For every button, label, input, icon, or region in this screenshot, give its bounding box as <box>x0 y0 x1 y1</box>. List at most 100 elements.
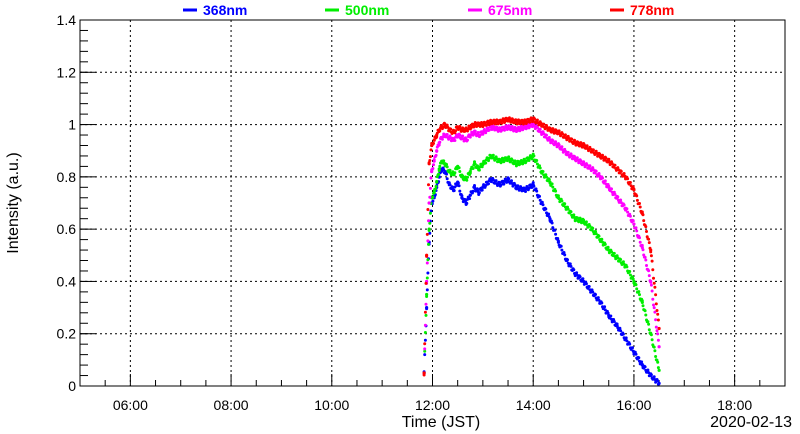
data-point-778nm <box>437 128 441 132</box>
y-tick-label: 0.2 <box>57 326 77 342</box>
data-point-675nm <box>581 162 586 166</box>
y-axis-title: Intensity (a.u.) <box>5 152 22 253</box>
data-point-675nm <box>427 201 431 205</box>
data-point-368nm <box>565 258 569 263</box>
data-point-675nm <box>477 133 481 137</box>
data-point-675nm <box>632 222 636 226</box>
data-point-778nm <box>440 125 444 129</box>
data-point-778nm <box>460 128 464 132</box>
data-point-500nm <box>435 180 439 184</box>
data-point-368nm <box>531 183 535 187</box>
data-point-778nm <box>607 159 611 163</box>
data-point-675nm <box>440 136 444 140</box>
data-point-675nm <box>443 133 447 137</box>
data-point-500nm <box>447 170 451 174</box>
data-point-778nm <box>430 143 434 148</box>
data-point-778nm <box>623 175 628 179</box>
data-point-368nm <box>456 180 460 184</box>
plot-frame <box>79 19 786 387</box>
data-point-778nm <box>432 138 436 142</box>
legend-label: 778nm <box>630 2 674 18</box>
data-point-675nm <box>640 245 644 250</box>
data-point-675nm <box>506 125 510 129</box>
x-tick-label: 06:00 <box>113 397 148 413</box>
data-point-675nm <box>456 133 460 137</box>
data-point-675nm <box>432 159 436 163</box>
data-point-675nm <box>623 206 628 210</box>
data-point-368nm <box>460 196 464 200</box>
data-point-675nm <box>481 130 485 135</box>
data-point-500nm <box>565 206 569 210</box>
data-point-500nm <box>437 167 441 171</box>
data-point-675nm <box>531 122 535 127</box>
y-tick-label: 1 <box>68 117 76 133</box>
y-tick-label: 0.6 <box>57 221 77 237</box>
data-point-778nm <box>565 136 569 140</box>
data-point-500nm <box>464 177 468 182</box>
data-point-675nm <box>472 130 477 135</box>
data-point-500nm <box>456 164 460 168</box>
data-point-500nm <box>640 300 644 304</box>
data-point-778nm <box>435 133 439 137</box>
data-point-778nm <box>581 143 586 148</box>
data-point-368nm <box>464 201 468 205</box>
data-point-778nm <box>590 149 594 153</box>
data-point-675nm <box>451 138 456 142</box>
data-point-778nm <box>523 120 527 124</box>
y-tick-label: 1.2 <box>57 64 77 80</box>
data-point-368nm <box>506 177 510 182</box>
data-point-368nm <box>489 177 493 182</box>
data-point-500nm <box>540 170 544 174</box>
data-point-368nm <box>632 350 636 354</box>
data-point-500nm <box>440 159 444 163</box>
tick-labels: 06:00 08:00 10:00 12:00 14:00 16:00 18:00 0 0.2 0… <box>57 12 753 413</box>
data-point-778nm <box>468 125 472 129</box>
data-point-500nm <box>590 227 594 231</box>
data-point-675nm <box>514 128 519 132</box>
data-point-500nm <box>649 332 653 336</box>
data-point-675nm <box>556 143 560 148</box>
series-778nm <box>422 116 661 377</box>
data-point-368nm <box>440 167 444 171</box>
data-point-368nm <box>523 188 527 192</box>
series-layer <box>422 116 661 386</box>
data-point-500nm <box>472 162 477 166</box>
data-point-675nm <box>607 185 611 189</box>
data-point-675nm <box>447 136 451 140</box>
data-point-500nm <box>598 238 602 242</box>
data-point-778nm <box>456 125 460 129</box>
data-point-675nm <box>573 156 577 161</box>
data-point-675nm <box>615 196 619 200</box>
data-point-368nm <box>451 188 456 192</box>
data-point-500nm <box>573 217 577 221</box>
data-point-675nm <box>435 149 439 153</box>
data-point-778nm <box>657 326 661 331</box>
data-point-778nm <box>443 122 447 127</box>
x-tick-label: 08:00 <box>214 397 249 413</box>
data-point-500nm <box>451 172 456 176</box>
data-point-368nm <box>657 381 661 385</box>
data-point-500nm <box>531 154 535 158</box>
data-point-368nm <box>556 240 560 244</box>
data-point-778nm <box>506 117 510 121</box>
data-point-778nm <box>472 122 477 127</box>
x-axis-title: Time (JST) <box>402 414 481 431</box>
data-point-500nm <box>427 227 431 231</box>
data-point-500nm <box>432 190 436 195</box>
data-point-778nm <box>548 128 552 132</box>
data-point-368nm <box>447 183 451 187</box>
legend-label: 368nm <box>203 2 247 18</box>
data-point-500nm <box>623 264 628 268</box>
data-point-675nm <box>498 128 502 132</box>
data-point-675nm <box>548 138 552 142</box>
data-point-500nm <box>506 156 510 161</box>
data-point-778nm <box>498 120 502 124</box>
data-point-368nm <box>540 201 544 205</box>
data-point-778nm <box>640 211 644 216</box>
data-point-368nm <box>481 185 485 189</box>
data-point-675nm <box>657 345 661 349</box>
data-point-778nm <box>540 122 544 127</box>
y-tick-label: 0.8 <box>57 169 77 185</box>
data-point-778nm <box>556 130 560 135</box>
